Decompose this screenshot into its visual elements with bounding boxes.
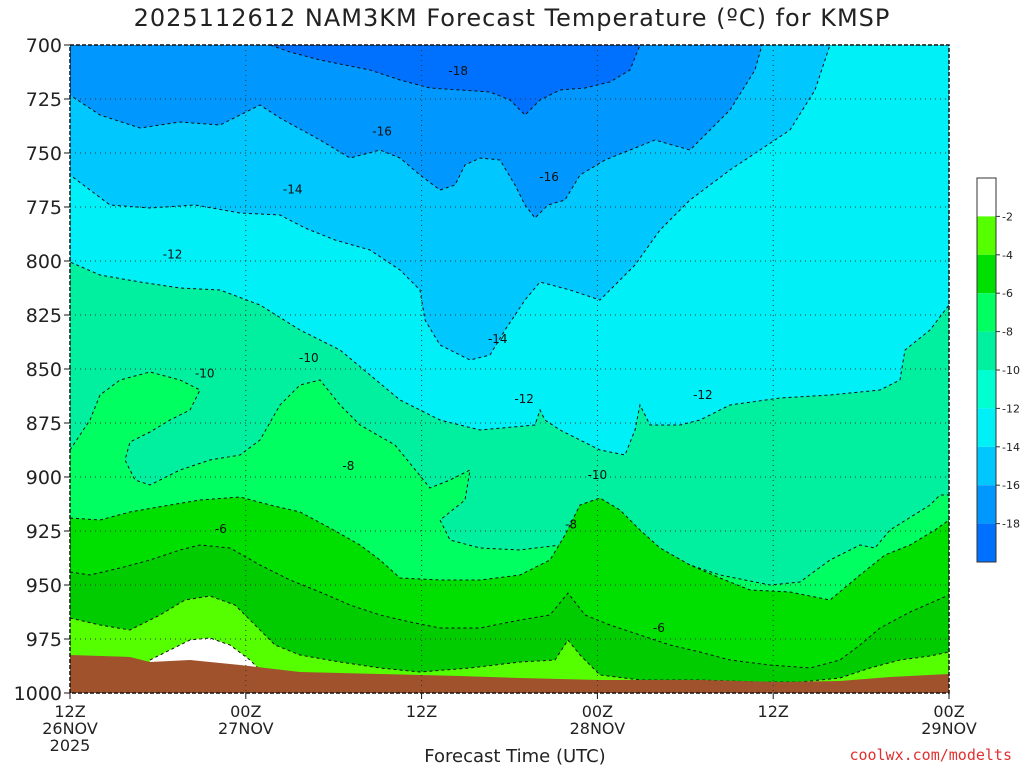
contour-label: -18	[448, 64, 468, 78]
y-tick-label: 725	[26, 89, 62, 111]
band-16-to-18	[70, 45, 763, 219]
colorbar-swatch	[977, 254, 996, 294]
y-tick-label: 800	[26, 251, 62, 273]
colorbar-label: -14	[1002, 441, 1020, 454]
x-tick-label: 12Z	[406, 702, 437, 721]
colorbar-swatch	[977, 485, 996, 524]
x-tick-label: 00Z	[582, 702, 613, 721]
y-tick-label: 750	[26, 143, 62, 165]
contour-label: -10	[588, 468, 608, 482]
contour-labels: -18 -16 -16 -14 -14 -12 -12 -12 -10 -10 -10 -8 -8 -6 -…	[163, 64, 713, 635]
contour-label: -14	[283, 183, 303, 197]
contour-label: -16	[539, 170, 559, 184]
colorbar-label: -18	[1002, 518, 1020, 531]
y-axis: 700 725 750 775 800 825 850 875 900 925 950 975 1000	[14, 35, 70, 705]
x-tick-label: 00Z	[933, 702, 964, 721]
x-tick-label: 28NOV	[570, 719, 626, 738]
plot-area: -18 -16 -16 -14 -14 -12 -12 -12 -10 -10 -10 -8 -8 -6 -…	[70, 45, 949, 693]
contour-label: -6	[653, 621, 665, 635]
contour-label: -12	[514, 392, 534, 406]
x-tick-label: 2025	[50, 736, 91, 755]
colorbar-swatch	[977, 331, 996, 370]
x-tick-label: 00Z	[230, 702, 261, 721]
x-tick-label: 12Z	[758, 702, 789, 721]
contour-label: -16	[372, 124, 392, 138]
contour-label: -6	[215, 522, 227, 536]
y-tick-label: 1000	[14, 683, 62, 705]
y-tick-label: 700	[26, 35, 62, 57]
colorbar: -2 -4 -6 -8 -10 -12 -14 -16 -18	[976, 177, 1020, 563]
colorbar-swatch	[977, 446, 996, 486]
y-tick-label: 850	[26, 359, 62, 381]
contour-label: -12	[163, 248, 183, 262]
grid	[70, 45, 949, 693]
band-2-to-4	[70, 595, 949, 693]
y-tick-label: 975	[26, 629, 62, 651]
colorbar-label: -10	[1002, 364, 1020, 377]
contour-label: -8	[342, 459, 354, 473]
colorbar-label: -4	[1002, 249, 1013, 262]
colorbar-swatch	[977, 523, 996, 562]
y-tick-label: 775	[26, 197, 62, 219]
colorbar-swatch	[977, 216, 996, 255]
colorbar-label: -16	[1002, 479, 1020, 492]
contour-label: -10	[299, 351, 319, 365]
y-tick-label: 875	[26, 413, 62, 435]
contour-label: -14	[488, 332, 508, 346]
y-tick-label: 950	[26, 575, 62, 597]
credit-text: coolwx.com/modelts	[849, 746, 1012, 764]
x-tick-label: 29NOV	[921, 719, 977, 738]
contour-label: -12	[693, 388, 713, 402]
ground	[70, 655, 949, 693]
chart-title: 2025112612 NAM3KM Forecast Temperature (…	[133, 4, 891, 32]
y-tick-label: 825	[26, 305, 62, 327]
colorbar-label: -2	[1002, 210, 1013, 223]
colorbar-label: -6	[1002, 287, 1013, 300]
y-tick-label: 925	[26, 521, 62, 543]
colorbar-swatch	[977, 408, 996, 447]
x-tick-label: 12Z	[54, 702, 85, 721]
x-tick-label: 26NOV	[42, 719, 98, 738]
colorbar-swatch	[977, 293, 996, 332]
band-below-18	[269, 45, 641, 116]
colorbar-swatch	[977, 370, 996, 409]
x-tick-label: 27NOV	[218, 719, 274, 738]
colorbar-label: -12	[1002, 402, 1020, 415]
x-axis-label: Forecast Time (UTC)	[424, 746, 606, 767]
colorbar-swatch	[977, 178, 996, 217]
contour-label: -10	[195, 366, 215, 380]
contour-label: -8	[565, 518, 577, 532]
colorbar-label: -8	[1002, 326, 1013, 339]
y-tick-label: 900	[26, 467, 62, 489]
